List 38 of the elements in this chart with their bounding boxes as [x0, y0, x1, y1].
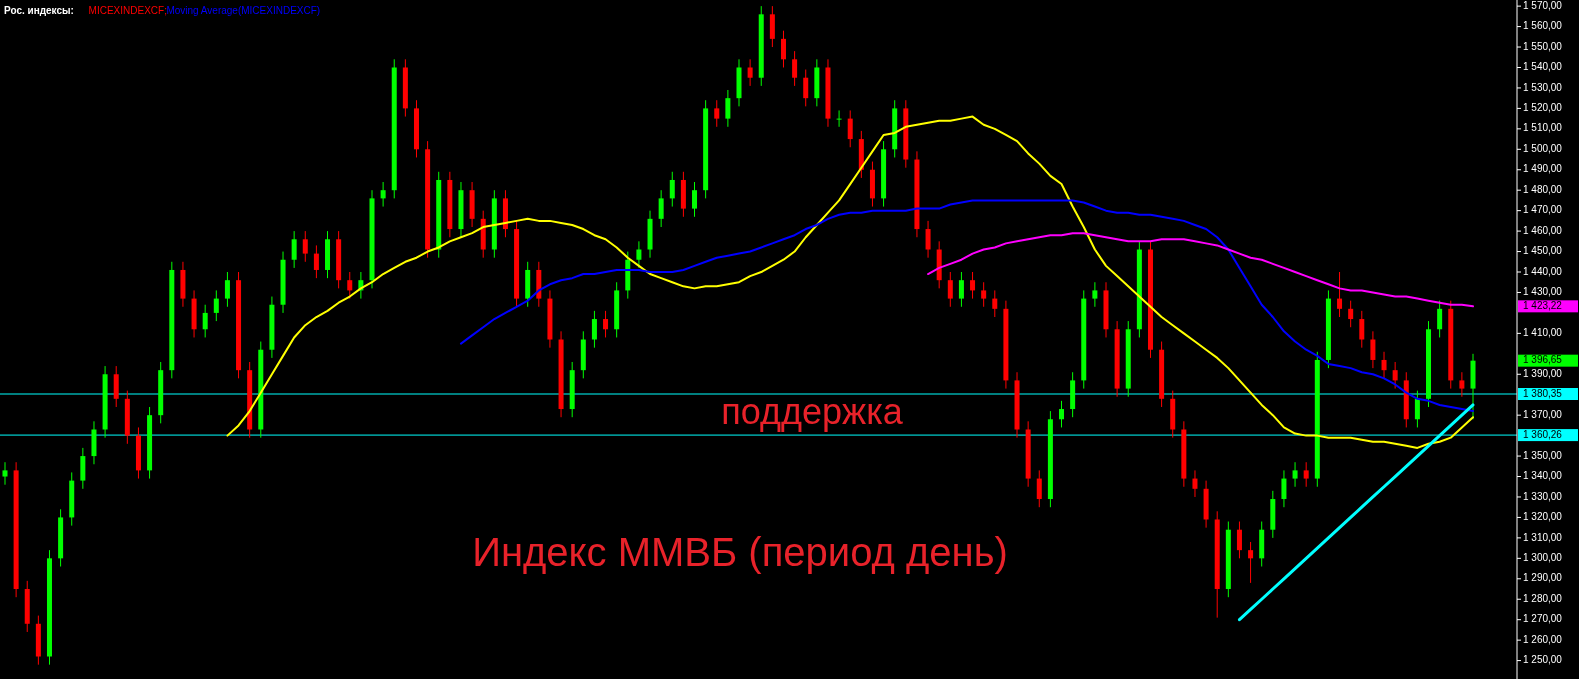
y-tick-label: 1 570,00: [1523, 0, 1563, 11]
annotation: Индекс ММВБ (период день): [472, 529, 1008, 574]
y-tick-label: 1 430,00: [1523, 286, 1563, 298]
y-tick-label: 1 250,00: [1523, 654, 1563, 666]
text: 1 396,65: [1523, 354, 1563, 366]
text: Рос. индексы:: [4, 5, 74, 16]
y-tick-label: 1 280,00: [1523, 592, 1563, 604]
y-tick-label: 1 460,00: [1523, 224, 1563, 236]
y-tick-label: 1 350,00: [1523, 449, 1563, 461]
y-tick-label: 1 480,00: [1523, 183, 1563, 195]
y-tick-label: 1 320,00: [1523, 511, 1563, 523]
text: Moving Average(MICEXINDEXCF): [166, 5, 321, 16]
y-tick-label: 1 340,00: [1523, 470, 1563, 482]
ref-line-label: 1 360,26: [1523, 428, 1563, 440]
y-tick-label: 1 440,00: [1523, 265, 1563, 277]
y-tick-label: 1 520,00: [1523, 102, 1563, 114]
y-tick-label: 1 530,00: [1523, 81, 1563, 93]
y-tick-label: 1 510,00: [1523, 122, 1563, 134]
text: MICEXINDEXCF;: [88, 5, 167, 16]
y-tick-label: 1 300,00: [1523, 551, 1563, 563]
y-tick-label: 1 450,00: [1523, 245, 1563, 257]
y-tick-label: 1 260,00: [1523, 633, 1563, 645]
y-tick-label: 1 490,00: [1523, 163, 1563, 175]
y-tick-label: 1 310,00: [1523, 531, 1563, 543]
y-tick-label: 1 330,00: [1523, 490, 1563, 502]
y-tick-label: 1 370,00: [1523, 408, 1563, 420]
y-tick-label: 1 560,00: [1523, 20, 1563, 32]
y-tick-label: 1 550,00: [1523, 40, 1563, 52]
y-tick-label: 1 500,00: [1523, 142, 1563, 154]
annotation: поддержка: [721, 391, 904, 433]
y-tick-label: 1 270,00: [1523, 613, 1563, 625]
y-tick-label: 1 390,00: [1523, 367, 1563, 379]
y-tick-label: 1 470,00: [1523, 204, 1563, 216]
y-tick-label: 1 290,00: [1523, 572, 1563, 584]
y-tick-label: 1 540,00: [1523, 61, 1563, 73]
ref-line-label: 1 380,35: [1523, 387, 1563, 399]
text: 1 423,22: [1523, 299, 1563, 311]
y-tick-label: 1 410,00: [1523, 327, 1563, 339]
